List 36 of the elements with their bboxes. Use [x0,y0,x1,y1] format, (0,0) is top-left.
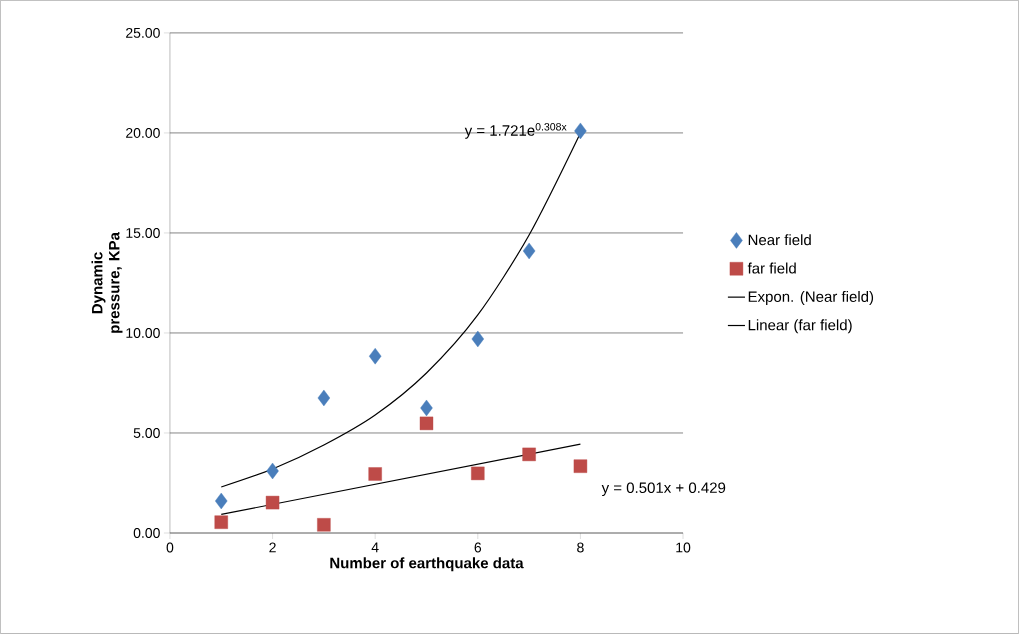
x-tick-label: 4 [371,542,379,553]
point [419,416,434,431]
legend-label: Linear (far field) [748,319,852,334]
y-tick-label: 15.00 [126,228,160,238]
y-tick-label: 20.00 [126,127,160,138]
x-tick-label: 0 [166,542,174,553]
point [215,492,228,510]
y-tick-label: 10.00 [126,328,160,338]
point [317,518,331,532]
x-tick-label: 10 [676,542,691,553]
x-tick-label: 6 [474,542,482,553]
point [522,447,536,462]
x-tick-label: 2 [269,542,276,553]
point [471,466,485,481]
point [420,399,433,417]
y-tick-label: 25.00 [126,27,160,38]
point [471,330,484,348]
point [368,467,382,481]
point [573,459,588,473]
x-tick-label: 8 [577,542,584,553]
point [368,347,382,365]
point [266,462,279,480]
legend-label: far field [747,262,796,274]
x-axis-title: Number of earthquake data [330,557,524,572]
y-tick-label: 0.00 [133,528,160,538]
point [317,389,331,407]
legend-label: Near field [748,234,811,246]
y-axis-title: Dynamic pressure, KPa [91,232,123,333]
point [574,122,587,140]
annotation: y = 1.721e$^{0.308x}$ [464,123,567,139]
y-tick-label: 5.00 [133,428,160,438]
point [522,242,536,260]
legend-label: Expon. (Near field) [748,290,874,305]
annotation: y = 0.501x + 0.429 [601,482,726,497]
point [214,515,228,529]
point [265,495,280,510]
